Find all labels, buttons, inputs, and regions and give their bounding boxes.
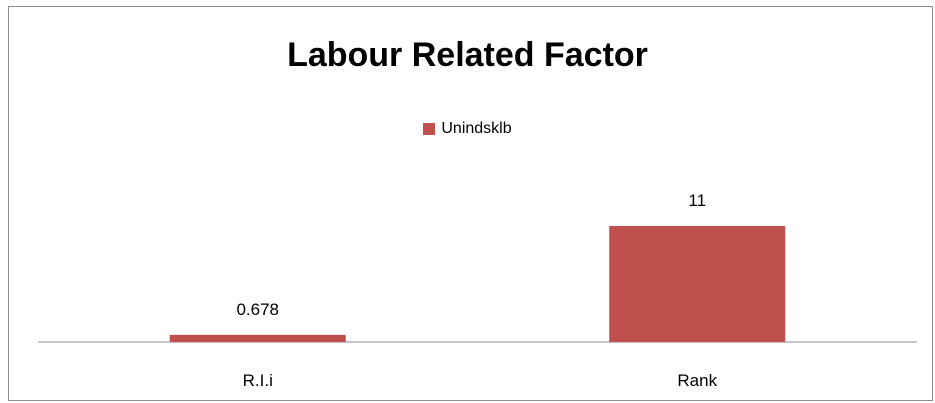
data-label-1: 11 <box>688 191 706 210</box>
chart-legend: Unindsklb <box>0 120 935 138</box>
data-label-0: 0.678 <box>236 300 279 319</box>
bar-1 <box>609 226 786 342</box>
legend-swatch <box>423 123 436 135</box>
legend-label: Unindsklb <box>441 120 512 137</box>
x-tick-label-1: Rank <box>677 371 717 390</box>
chart-title: Labour Related Factor <box>287 36 648 74</box>
bar-0 <box>169 334 346 342</box>
x-tick-label-0: R.I.i <box>243 371 273 390</box>
